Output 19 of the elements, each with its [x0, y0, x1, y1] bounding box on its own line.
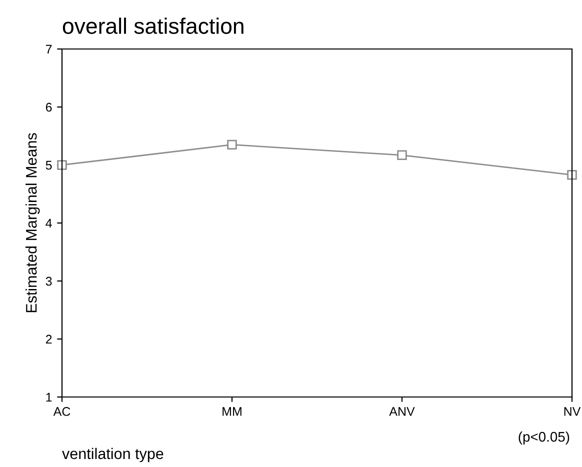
point — [57, 160, 67, 170]
x-tick-label: ANV — [389, 407, 415, 416]
point — [397, 150, 407, 160]
y-axis-title: Estimated Marginal Means — [26, 133, 40, 312]
y-tick-label: 7 — [46, 44, 52, 54]
y-tick-label: 6 — [46, 102, 52, 112]
y-tick-label: 1 — [46, 392, 52, 402]
point — [567, 170, 577, 180]
x-tick-label: NV — [564, 407, 581, 416]
y-tick-label: 2 — [46, 334, 52, 344]
x-axis-title: ventilation type — [62, 448, 164, 462]
y-tick-label: 5 — [46, 160, 52, 170]
x-tick-label: AC — [53, 407, 70, 416]
chart-title: overall satisfaction — [62, 18, 244, 34]
text: (p<0.05) — [518, 432, 570, 444]
y-tick-label: 3 — [46, 276, 52, 286]
y-tick-label: 4 — [46, 218, 52, 228]
point — [227, 140, 237, 150]
x-tick-label: MM — [222, 407, 242, 416]
